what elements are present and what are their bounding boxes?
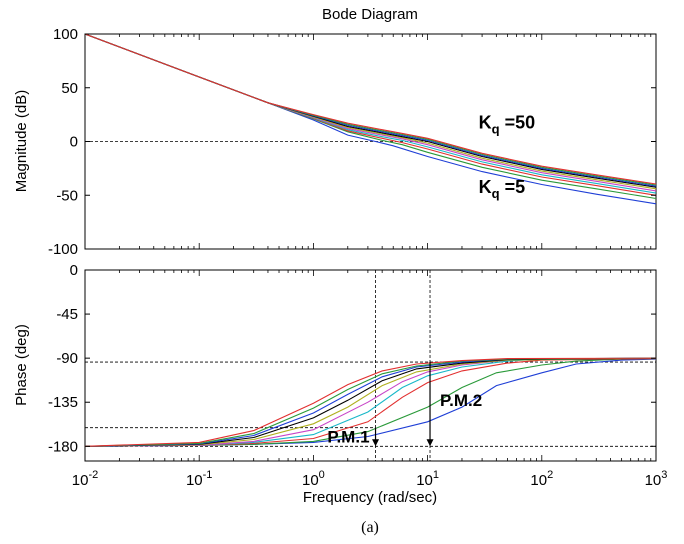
series-line [84, 357, 657, 447]
arrow-head-icon [372, 439, 380, 447]
y-tick-label: -135 [48, 394, 78, 411]
y-tick-label: -45 [56, 306, 78, 323]
series-line [84, 33, 657, 190]
series-line [84, 358, 657, 447]
y-tick-label: 0 [70, 262, 78, 279]
figure-caption: (a) [361, 519, 379, 536]
y-tick-label: -100 [48, 241, 78, 258]
series-line [84, 33, 657, 187]
series-line [84, 358, 657, 447]
series-line [84, 357, 657, 447]
series-line [84, 33, 657, 186]
gain-annotation: Kq =50 [479, 113, 535, 137]
y-tick-label: 0 [70, 134, 78, 151]
y-tick-label: 50 [61, 80, 78, 97]
x-tick-label: 10-2 [72, 469, 98, 489]
series-line [84, 33, 657, 205]
series-line [84, 357, 657, 447]
arrow-head-icon [426, 439, 434, 447]
magnitude-panel: 100 50 0 -50 -100 Kq =50 Kq =5 [48, 26, 657, 258]
series-line [84, 358, 657, 447]
gain-annotation: Kq =5 [479, 177, 525, 201]
y-tick-label: -180 [48, 438, 78, 455]
x-tick-label: 101 [416, 469, 439, 489]
series-line [84, 33, 657, 185]
x-tick-label: 103 [645, 469, 668, 489]
x-tick-label: 10-1 [186, 469, 212, 489]
y-tick-label: -50 [56, 187, 78, 204]
phase-axes-frame [84, 269, 657, 462]
y-tick-label: 100 [53, 26, 78, 43]
series-line [84, 357, 657, 447]
phase-y-label: Phase (deg) [13, 324, 30, 406]
phase-margin-label: P.M.2 [440, 391, 482, 410]
y-tick-label: -90 [56, 350, 78, 367]
x-tick-label: 100 [302, 469, 325, 489]
phase-margin-label: P.M.1 [327, 427, 369, 446]
x-axis-label: Frequency (rad/sec) [303, 489, 437, 506]
series-line [84, 33, 657, 192]
x-tick-label: 102 [530, 469, 553, 489]
phase-panel: 0 -45 -90 -135 -180 10-2 10-1 100 101 102 103 P.M… [48, 262, 667, 489]
series-line [84, 357, 657, 447]
series-line [84, 33, 657, 194]
series-line [84, 357, 657, 447]
chart-title: Bode Diagram [322, 6, 418, 23]
series-line [84, 33, 657, 188]
series-line [84, 357, 657, 447]
magnitude-y-label: Magnitude (dB) [13, 90, 30, 193]
